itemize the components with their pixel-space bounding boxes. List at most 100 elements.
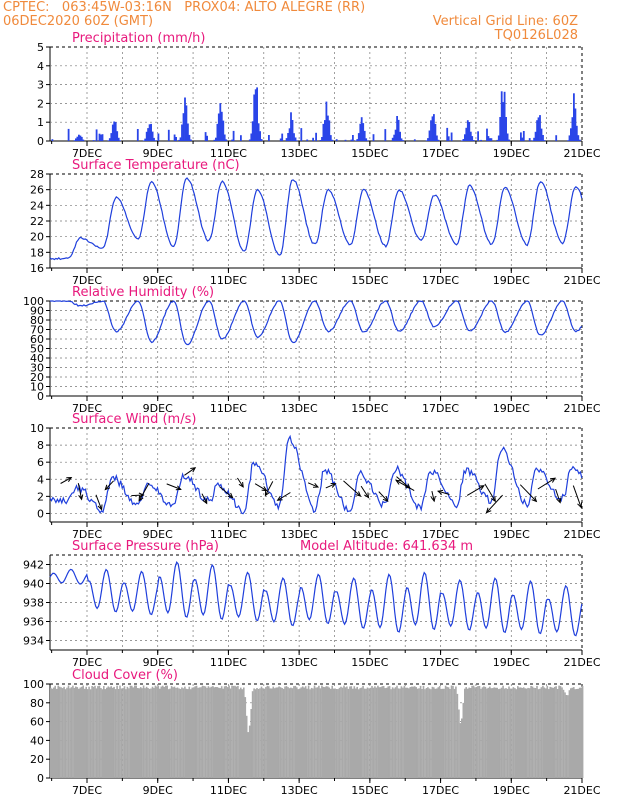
cloud-bar xyxy=(444,685,447,778)
precip-bar xyxy=(285,138,288,141)
x-tick-label: 13DEC xyxy=(281,656,318,669)
cloud-bar xyxy=(85,686,87,778)
precip-bar xyxy=(95,129,98,141)
cloud-bar xyxy=(514,688,516,778)
precip-bar xyxy=(477,131,479,141)
panel-annotation: Model Altitude: 641.634 m xyxy=(300,539,473,554)
cloud-bar xyxy=(570,688,572,778)
precip-bar xyxy=(537,117,540,141)
cloud-bar xyxy=(508,686,510,778)
cloud-bar xyxy=(271,688,273,778)
cloud-bar xyxy=(169,688,171,778)
cloud-bar xyxy=(350,686,353,778)
precip-bar xyxy=(362,123,365,141)
wind-vector xyxy=(431,490,435,502)
cloud-bar xyxy=(360,687,363,778)
precip-bar xyxy=(82,139,85,141)
precip-bar xyxy=(114,122,117,141)
precip-bar xyxy=(215,137,217,141)
precip-bar xyxy=(555,135,558,141)
cloud-bar xyxy=(374,686,376,778)
cloud-bar xyxy=(455,686,457,778)
cloud-bar xyxy=(243,687,245,778)
precip-bar xyxy=(231,139,233,141)
y-tick-label: 20 xyxy=(30,231,44,244)
precip-bar xyxy=(508,139,510,141)
x-tick-label: 15DEC xyxy=(351,147,388,160)
x-tick-label: 17DEC xyxy=(422,147,459,160)
cloud-bar xyxy=(291,688,294,778)
precip-bar xyxy=(254,89,257,141)
precip-bar xyxy=(496,139,499,141)
cloud-bar xyxy=(375,687,378,778)
cloud-bar xyxy=(562,689,565,778)
precip-bar xyxy=(413,139,416,141)
cloud-bar xyxy=(340,686,342,778)
cloud-bar xyxy=(235,686,238,778)
cloud-bar xyxy=(284,686,286,778)
cloud-bar xyxy=(349,686,351,778)
pressure-line xyxy=(49,560,583,637)
precip-bar xyxy=(232,130,235,141)
cloud-bar xyxy=(117,689,120,778)
x-tick-label: 17DEC xyxy=(422,784,459,797)
y-tick-label: 30 xyxy=(30,362,44,375)
precip-bar xyxy=(79,135,82,141)
x-tick-label: 19DEC xyxy=(493,402,530,415)
wind-vector xyxy=(325,483,336,489)
cloud-bar xyxy=(229,688,232,778)
precip-bar xyxy=(427,138,429,141)
x-tick-label: 15DEC xyxy=(351,274,388,287)
cloud-bar xyxy=(92,686,95,778)
precip-bar xyxy=(187,123,189,141)
precip-bar xyxy=(366,140,369,141)
precip-bar xyxy=(240,135,242,141)
x-tick-label: 13DEC xyxy=(281,274,318,287)
chart-header: CPTEC: 063:45W-03:16N PROX04: ALTO ALEGR… xyxy=(0,0,618,46)
y-tick-label: 0 xyxy=(37,135,44,148)
x-tick-label: 13DEC xyxy=(281,402,318,415)
cloud-bar xyxy=(231,685,233,778)
cloud-bar xyxy=(110,686,112,778)
cloud-bar xyxy=(299,688,301,778)
precip-bar xyxy=(428,130,431,141)
cloud-bar xyxy=(443,688,445,778)
precip-bar xyxy=(219,103,222,141)
cloud-bar xyxy=(331,685,333,778)
cloud-bar xyxy=(50,687,52,778)
precip-bar xyxy=(500,91,503,141)
y-tick-label: 20 xyxy=(30,753,44,766)
y-tick-label: 40 xyxy=(30,734,44,747)
cloud-bar xyxy=(185,688,188,778)
x-tick-label: 11DEC xyxy=(210,402,247,415)
cloud-bar xyxy=(578,687,581,778)
wind-arrowhead xyxy=(330,483,337,488)
precip-bar xyxy=(446,127,449,141)
precip-bar xyxy=(329,135,332,141)
wind-arrowhead xyxy=(227,492,234,499)
cloud-bar xyxy=(76,687,79,778)
precip-bar xyxy=(315,132,317,141)
panel-title: Cloud Cover (%) xyxy=(72,668,178,683)
cloud-bar xyxy=(98,685,101,778)
header-station-line: CPTEC: 063:45W-03:16N PROX04: ALTO ALEGR… xyxy=(3,0,366,15)
cloud-bar xyxy=(173,686,176,778)
wind-vector xyxy=(395,479,415,492)
precip-bar xyxy=(92,140,95,141)
wind-vector xyxy=(343,480,361,497)
cloud-bar xyxy=(416,688,419,778)
cloud-bar xyxy=(253,688,255,778)
precip-bar xyxy=(577,135,580,141)
precip-bar xyxy=(136,129,139,141)
cloud-bar xyxy=(477,686,479,778)
cloud-bar xyxy=(496,687,498,778)
x-tick-label: 21DEC xyxy=(563,147,600,160)
cloud-bar xyxy=(61,688,64,778)
panel-4: 934 936 938 940 942 7DEC 9DEC 11DEC 13DEC 15DEC 17… xyxy=(23,539,601,669)
wind-arrowhead xyxy=(364,492,370,499)
cloud-bar xyxy=(107,686,110,778)
cloud-bar xyxy=(281,688,283,778)
cloud-bar xyxy=(421,689,423,778)
cloud-bar xyxy=(521,688,523,778)
cloud-bar xyxy=(200,687,202,778)
